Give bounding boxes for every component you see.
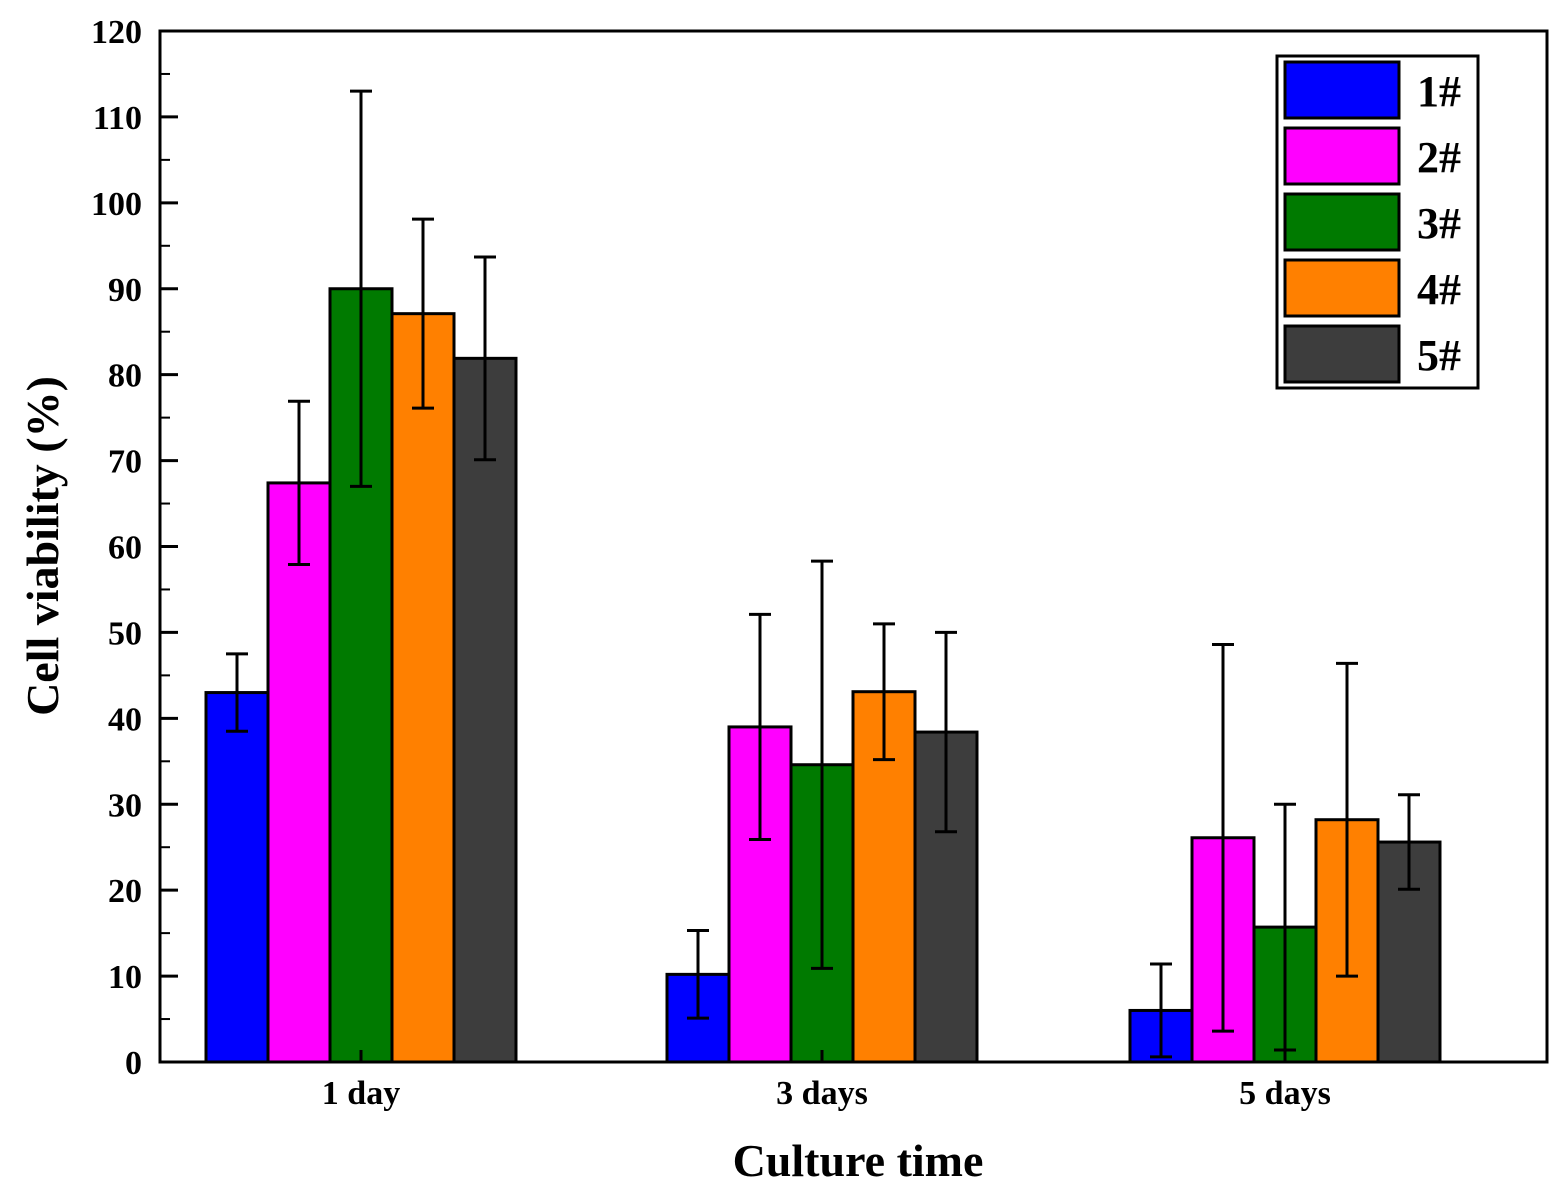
- legend-label: 2#: [1417, 133, 1461, 182]
- legend-swatch: [1283, 258, 1401, 318]
- legend-swatch: [1283, 126, 1401, 186]
- bar: [204, 691, 270, 1064]
- legend: 1# 2# 3# 4# 5#: [1275, 54, 1480, 390]
- x-axis-title: Culture time: [733, 1135, 984, 1186]
- y-tick-label: 80: [108, 358, 142, 395]
- legend-swatch: [1283, 60, 1401, 120]
- y-tick-label: 100: [91, 186, 142, 223]
- plot-area: [204, 89, 1442, 1064]
- legend-label: 1#: [1417, 67, 1461, 116]
- y-tick-label: 30: [108, 787, 142, 824]
- legend-label: 4#: [1417, 265, 1461, 314]
- y-axis-title: Cell viability (%): [17, 376, 68, 716]
- legend-swatch: [1283, 324, 1401, 384]
- y-tick-label: 50: [108, 615, 142, 652]
- bar: [452, 356, 518, 1064]
- bar-group-3-days: [665, 559, 979, 1064]
- x-tick-label: 3 days: [776, 1075, 868, 1112]
- x-tick-label: 5 days: [1239, 1075, 1331, 1112]
- y-tick-label: 120: [91, 14, 142, 51]
- legend-label: 5#: [1417, 331, 1461, 380]
- y-tick-label: 20: [108, 873, 142, 910]
- legend-swatch: [1283, 192, 1401, 252]
- legend-label: 3#: [1417, 199, 1461, 248]
- y-axis: 0 10 20 30 40 50 60 70 80 90 100 110 120: [91, 14, 178, 1082]
- bar-group-1-day: [204, 89, 518, 1064]
- bar-group-5-days: [1128, 642, 1442, 1064]
- y-tick-label: 90: [108, 272, 142, 309]
- y-tick-label: 40: [108, 701, 142, 738]
- y-tick-label: 10: [108, 959, 142, 996]
- y-tick-label: 110: [93, 100, 142, 137]
- x-tick-label: 1 day: [322, 1075, 400, 1112]
- y-tick-label: 0: [125, 1045, 142, 1082]
- bar: [390, 312, 456, 1064]
- bar: [266, 481, 332, 1064]
- x-axis: 1 day 3 days 5 days: [322, 1050, 1331, 1112]
- y-tick-label: 60: [108, 530, 142, 567]
- y-tick-label: 70: [108, 444, 142, 481]
